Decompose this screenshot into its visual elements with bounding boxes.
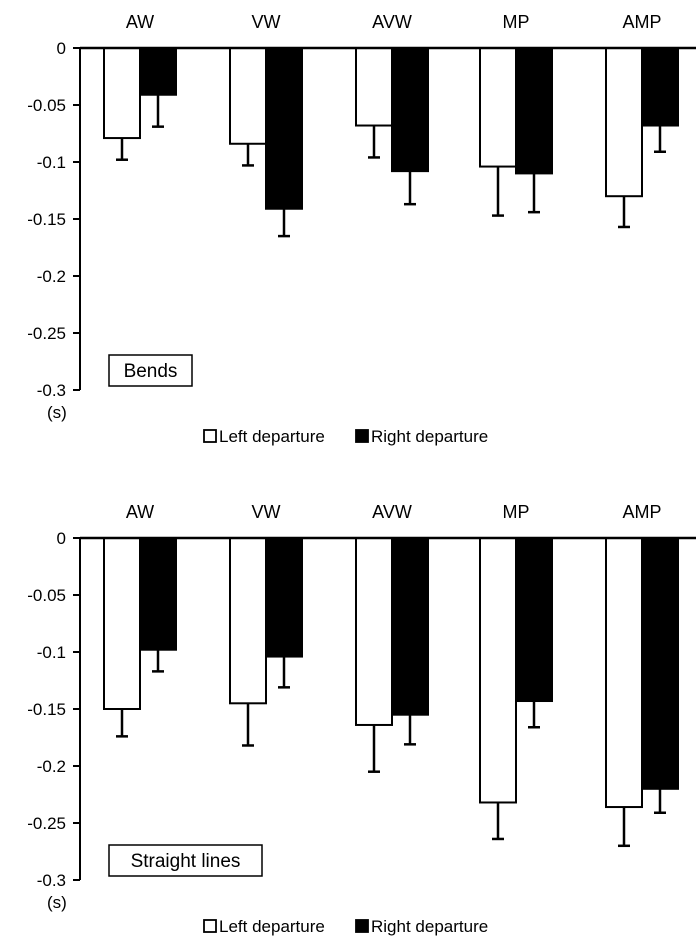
right-departure-bar: [266, 538, 302, 657]
y-tick-label: -0.2: [37, 267, 66, 286]
y-tick-label: 0: [57, 39, 66, 58]
y-tick-label: -0.05: [27, 586, 66, 605]
left-departure-bar: [480, 48, 516, 167]
bends-chart: 0 -0.05 -0.1 -0.15 -0.2 -0.25 -0.3 AW VW AVW MP AMP…: [27, 12, 696, 446]
legend-swatch: [356, 430, 368, 442]
category-label: VW: [252, 502, 281, 522]
legend-swatch: [204, 430, 216, 442]
annotation-label: Bends: [124, 361, 178, 382]
legend-label: Right departure: [371, 427, 488, 446]
left-departure-bar: [104, 48, 140, 138]
category-label: AW: [126, 502, 154, 522]
left-departure-bar: [104, 538, 140, 709]
legend-swatch: [356, 920, 368, 932]
left-departure-bar: [480, 538, 516, 802]
straight-lines-chart: 0 -0.05 -0.1 -0.15 -0.2 -0.25 -0.3 AW VW AVW MP AMP…: [27, 502, 696, 936]
right-departure-bar: [392, 48, 428, 171]
y-tick-label: -0.3: [37, 381, 66, 400]
y-tick-label: 0: [57, 529, 66, 548]
legend-label: Left departure: [219, 917, 325, 936]
unit-label: (s): [47, 403, 67, 422]
category-label: AVW: [372, 12, 412, 32]
left-departure-bar: [356, 538, 392, 725]
legend-label: Right departure: [371, 917, 488, 936]
left-departure-bar: [230, 48, 266, 144]
y-tick-label: -0.1: [37, 643, 66, 662]
category-label: MP: [503, 502, 530, 522]
legend-label: Left departure: [219, 427, 325, 446]
category-label: AW: [126, 12, 154, 32]
right-departure-bar: [642, 48, 678, 126]
unit-label: (s): [47, 893, 67, 912]
y-tick-label: -0.15: [27, 700, 66, 719]
legend-swatch: [204, 920, 216, 932]
left-departure-bar: [606, 538, 642, 807]
category-label: AVW: [372, 502, 412, 522]
y-tick-label: -0.25: [27, 324, 66, 343]
category-label: VW: [252, 12, 281, 32]
right-departure-bar: [642, 538, 678, 789]
y-tick-label: -0.05: [27, 96, 66, 115]
annotation-label: Straight lines: [131, 851, 241, 872]
right-departure-bar: [140, 48, 176, 95]
right-departure-bar: [516, 538, 552, 701]
y-tick-label: -0.15: [27, 210, 66, 229]
category-label: MP: [503, 12, 530, 32]
left-departure-bar: [606, 48, 642, 196]
y-tick-label: -0.2: [37, 757, 66, 776]
left-departure-bar: [356, 48, 392, 126]
y-tick-label: -0.25: [27, 814, 66, 833]
left-departure-bar: [230, 538, 266, 703]
right-departure-bar: [516, 48, 552, 173]
category-label: AMP: [622, 12, 661, 32]
right-departure-bar: [266, 48, 302, 209]
y-tick-label: -0.3: [37, 871, 66, 890]
right-departure-bar: [392, 538, 428, 715]
y-tick-label: -0.1: [37, 153, 66, 172]
category-label: AMP: [622, 502, 661, 522]
right-departure-bar: [140, 538, 176, 650]
